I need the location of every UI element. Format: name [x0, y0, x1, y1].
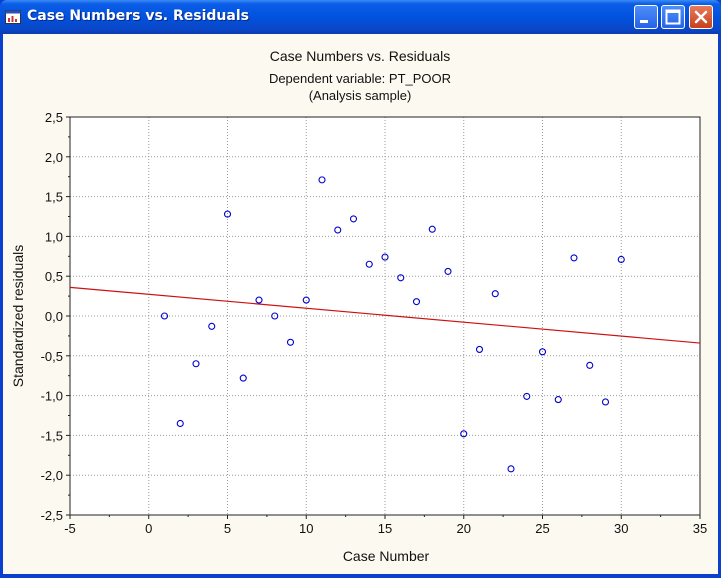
- data-point: [460, 430, 468, 438]
- data-point: [349, 215, 358, 223]
- x-tick-label: 20: [457, 521, 471, 536]
- x-tick-label: 10: [299, 521, 313, 536]
- data-point: [475, 345, 484, 353]
- scatter-chart: Case Numbers vs. Residuals Dependent var…: [10, 48, 707, 564]
- maximize-button[interactable]: [661, 5, 685, 29]
- data-point: [176, 419, 184, 428]
- chart-window-icon[interactable]: [5, 9, 21, 25]
- data-point: [255, 296, 263, 304]
- data-point: [381, 253, 389, 261]
- data-point: [302, 296, 310, 304]
- chart-title: Case Numbers vs. Residuals: [270, 48, 451, 64]
- y-tick-label: 1,5: [45, 190, 63, 205]
- data-point: [334, 226, 342, 234]
- data-point: [617, 255, 625, 264]
- data-point: [239, 374, 247, 382]
- data-point: [538, 348, 547, 356]
- data-point: [507, 465, 515, 473]
- data-point: [491, 290, 499, 298]
- y-tick-label: -2,0: [41, 468, 63, 483]
- title-bar[interactable]: Case Numbers vs. Residuals: [0, 0, 721, 34]
- data-point: [318, 176, 326, 184]
- data-point: [160, 312, 169, 320]
- data-point: [192, 360, 200, 368]
- data-point: [428, 225, 436, 233]
- maximize-icon: [665, 9, 681, 25]
- y-tick-label: 1,0: [45, 229, 63, 244]
- y-tick-label: 2,5: [45, 110, 63, 125]
- chart-area: Case Numbers vs. Residuals Dependent var…: [3, 34, 718, 574]
- data-point: [208, 322, 216, 330]
- y-tick-label: -1,0: [41, 389, 63, 404]
- chart-subtitle-line-2: (Analysis sample): [309, 88, 412, 103]
- y-axis-label: Standardized residuals: [10, 245, 26, 387]
- x-tick-label: 15: [378, 521, 392, 536]
- x-tick-label: 5: [224, 521, 231, 536]
- window-title: Case Numbers vs. Residuals: [27, 8, 249, 24]
- x-tick-label: 35: [693, 521, 707, 536]
- data-point: [365, 260, 373, 268]
- x-tick-label: 30: [614, 521, 628, 536]
- plot-frame: [69, 116, 701, 516]
- minimize-button[interactable]: [634, 5, 658, 29]
- y-tick-label: 0,0: [45, 309, 63, 324]
- x-tick-label: -5: [64, 521, 76, 536]
- data-point: [397, 274, 405, 282]
- data-point: [523, 392, 531, 400]
- data-point: [223, 210, 232, 218]
- y-tick-label: 2,0: [45, 150, 63, 165]
- regression-line: [69, 286, 701, 344]
- minimize-icon: [640, 20, 648, 23]
- data-point: [444, 267, 452, 275]
- y-tick-label: -2,5: [41, 508, 63, 523]
- x-tick-label: 0: [145, 521, 152, 536]
- y-tick-label: -1,5: [41, 428, 63, 443]
- close-button[interactable]: [689, 5, 713, 29]
- y-tick-label: -0,5: [41, 349, 63, 364]
- chart-subtitle-line-1: Dependent variable: PT_POOR: [269, 71, 451, 86]
- y-tick-label: 0,5: [45, 269, 63, 284]
- data-point: [601, 398, 610, 406]
- data-point: [412, 298, 421, 306]
- close-icon: [694, 10, 708, 24]
- data-point: [570, 254, 578, 262]
- data-point: [286, 338, 295, 346]
- data-point: [586, 361, 594, 369]
- x-axis-label: Case Number: [343, 548, 430, 564]
- data-point: [554, 396, 562, 404]
- data-point: [271, 312, 279, 320]
- x-tick-label: 25: [535, 521, 549, 536]
